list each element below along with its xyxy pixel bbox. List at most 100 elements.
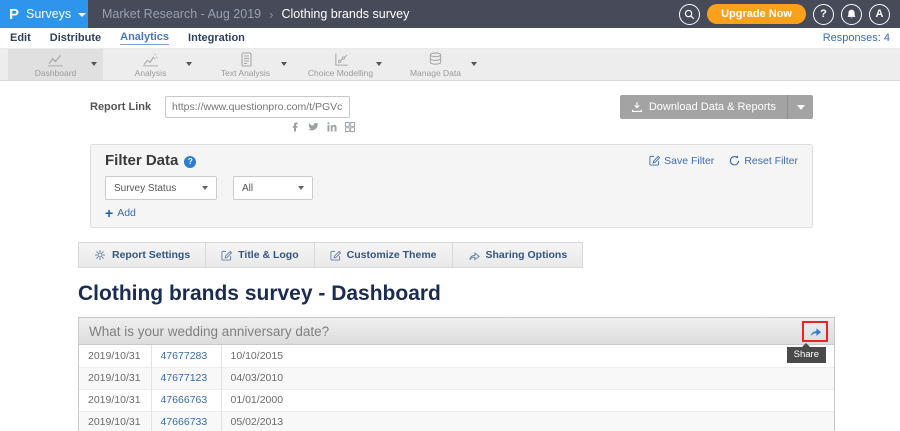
chevron-down-icon[interactable]	[376, 62, 382, 66]
surveys-menu-label: Surveys	[26, 7, 72, 21]
nav-item-integration[interactable]: Integration	[188, 32, 245, 44]
search-icon	[684, 9, 695, 19]
reset-filter-label: Reset Filter	[744, 154, 798, 167]
table-row: 2019/10/31 47666763 01/01/2000	[79, 388, 834, 411]
linkedin-icon[interactable]	[327, 122, 337, 132]
bell-icon	[847, 9, 856, 19]
toolbar-item-manage-data[interactable]: Manage Data	[388, 49, 483, 80]
reset-icon	[730, 155, 740, 166]
share-icon	[468, 250, 480, 261]
breadcrumb: Market Research - Aug 2019 › Clothing br…	[102, 7, 409, 22]
reset-filter-button[interactable]: Reset Filter	[729, 155, 798, 167]
table-row: 2019/10/31 47677123 04/03/2010	[79, 366, 834, 389]
breadcrumb-separator: ›	[269, 6, 274, 22]
toolbar-item-label: Analysis	[134, 67, 167, 78]
share-tooltip: Share	[786, 343, 826, 363]
add-filter-button[interactable]: Add	[105, 206, 798, 220]
table-row: 2019/10/31 47666733 05/02/2013	[79, 410, 834, 431]
chevron-down-icon[interactable]	[281, 62, 287, 66]
share-icon	[810, 328, 821, 337]
save-filter-button[interactable]: Save Filter	[649, 155, 714, 167]
download-button-group: Download Data & Reports	[619, 95, 813, 119]
toolbar-item-choice-modelling[interactable]: Choice Modelling	[293, 49, 388, 80]
add-filter-label: Add	[117, 207, 136, 219]
response-date: 2019/10/31	[79, 410, 152, 431]
chevron-down-icon	[202, 186, 208, 190]
toolbar-item-label: Manage Data	[409, 67, 462, 78]
chevron-down-icon[interactable]	[91, 62, 97, 66]
nav-item-distribute[interactable]: Distribute	[49, 32, 102, 44]
avatar[interactable]: A	[869, 3, 890, 25]
toolbar-item-text-analysis[interactable]: Text Analysis	[198, 49, 293, 80]
toolbar-item-label: Choice Modelling	[307, 67, 374, 78]
toolbar-item-dashboard[interactable]: Dashboard	[8, 49, 103, 80]
edit-icon	[221, 250, 233, 261]
plus-icon	[105, 206, 113, 220]
analysis-chart-icon	[142, 52, 159, 67]
chevron-down-icon[interactable]	[471, 62, 477, 66]
surveys-menu[interactable]: P Surveys	[0, 0, 88, 28]
toolbar-item-analysis[interactable]: Analysis	[103, 49, 198, 80]
facebook-icon[interactable]	[290, 122, 300, 132]
status-value-select[interactable]: All	[233, 176, 313, 200]
download-data-reports-button[interactable]: Download Data & Reports	[619, 95, 787, 119]
response-id-link[interactable]: 47666763	[160, 394, 208, 406]
save-filter-label: Save Filter	[664, 154, 715, 167]
download-icon	[631, 102, 642, 113]
chevron-down-icon[interactable]	[186, 62, 192, 66]
analytics-toolbar: Dashboard Analysis Text Analysis	[0, 49, 900, 81]
search-button[interactable]	[679, 3, 701, 25]
toolbar-item-label: Dashboard	[34, 67, 77, 78]
top-bar: P Surveys Market Research - Aug 2019 › C…	[0, 0, 900, 28]
chevron-down-icon	[796, 104, 805, 110]
twitter-icon[interactable]	[308, 122, 319, 132]
filter-panel: Filter Data ? Save Filter	[90, 144, 813, 228]
social-share-row	[290, 122, 835, 132]
status-value: All	[242, 182, 254, 194]
filter-title: Filter Data	[105, 152, 179, 169]
response-id-link[interactable]: 47677123	[160, 372, 208, 384]
embed-icon[interactable]	[345, 122, 355, 132]
report-settings-tabs: Report Settings Title & Logo	[78, 242, 584, 268]
nav-item-edit[interactable]: Edit	[10, 32, 31, 44]
upgrade-now-button[interactable]: Upgrade Now	[707, 4, 806, 24]
text-document-icon	[239, 51, 253, 67]
toolbar-item-label: Text Analysis	[220, 67, 271, 78]
survey-status-select[interactable]: Survey Status	[105, 176, 217, 200]
report-link-label: Report Link	[90, 101, 152, 113]
response-id-link[interactable]: 47677283	[160, 349, 208, 362]
line-chart-icon	[47, 52, 64, 67]
chevron-down-icon	[78, 12, 87, 17]
tab-label: Report Settings	[112, 249, 191, 261]
response-value: 01/01/2000	[221, 388, 834, 411]
tab-report-settings[interactable]: Report Settings	[79, 243, 207, 267]
tab-sharing-options[interactable]: Sharing Options	[452, 243, 583, 267]
responses-count[interactable]: Responses: 4	[822, 32, 890, 44]
response-value: 04/03/2010	[221, 366, 834, 389]
responses-table: 2019/10/31 47677283 10/10/2015 2019/10/3…	[79, 345, 834, 431]
notifications-button[interactable]	[841, 3, 862, 25]
questionpro-logo: P	[9, 5, 20, 23]
chevron-down-icon	[298, 186, 304, 190]
question-header: What is your wedding anniversary date?	[79, 318, 834, 345]
nav-item-analytics[interactable]: Analytics	[120, 31, 170, 45]
question-title: What is your wedding anniversary date?	[89, 323, 330, 339]
edit-icon	[649, 155, 661, 166]
response-value: 05/02/2013	[221, 410, 834, 431]
gears-icon	[94, 249, 106, 261]
download-options-button[interactable]	[787, 95, 813, 119]
tab-title-logo[interactable]: Title & Logo	[206, 243, 315, 267]
topbar-actions: Upgrade Now ? A	[679, 3, 900, 25]
tab-customize-theme[interactable]: Customize Theme	[314, 243, 453, 267]
choice-chart-icon	[333, 52, 349, 67]
question-card: What is your wedding anniversary date? S…	[78, 317, 835, 431]
response-value: 10/10/2015	[230, 349, 284, 362]
response-id-link[interactable]: 47666733	[160, 416, 208, 429]
breadcrumb-parent[interactable]: Market Research - Aug 2019	[102, 7, 262, 21]
filter-help-icon[interactable]: ?	[184, 155, 197, 168]
help-button[interactable]: ?	[813, 3, 834, 25]
share-question-button[interactable]	[802, 320, 828, 342]
report-link-input[interactable]	[165, 96, 350, 118]
survey-nav: Edit Distribute Analytics Integration Re…	[0, 28, 900, 49]
